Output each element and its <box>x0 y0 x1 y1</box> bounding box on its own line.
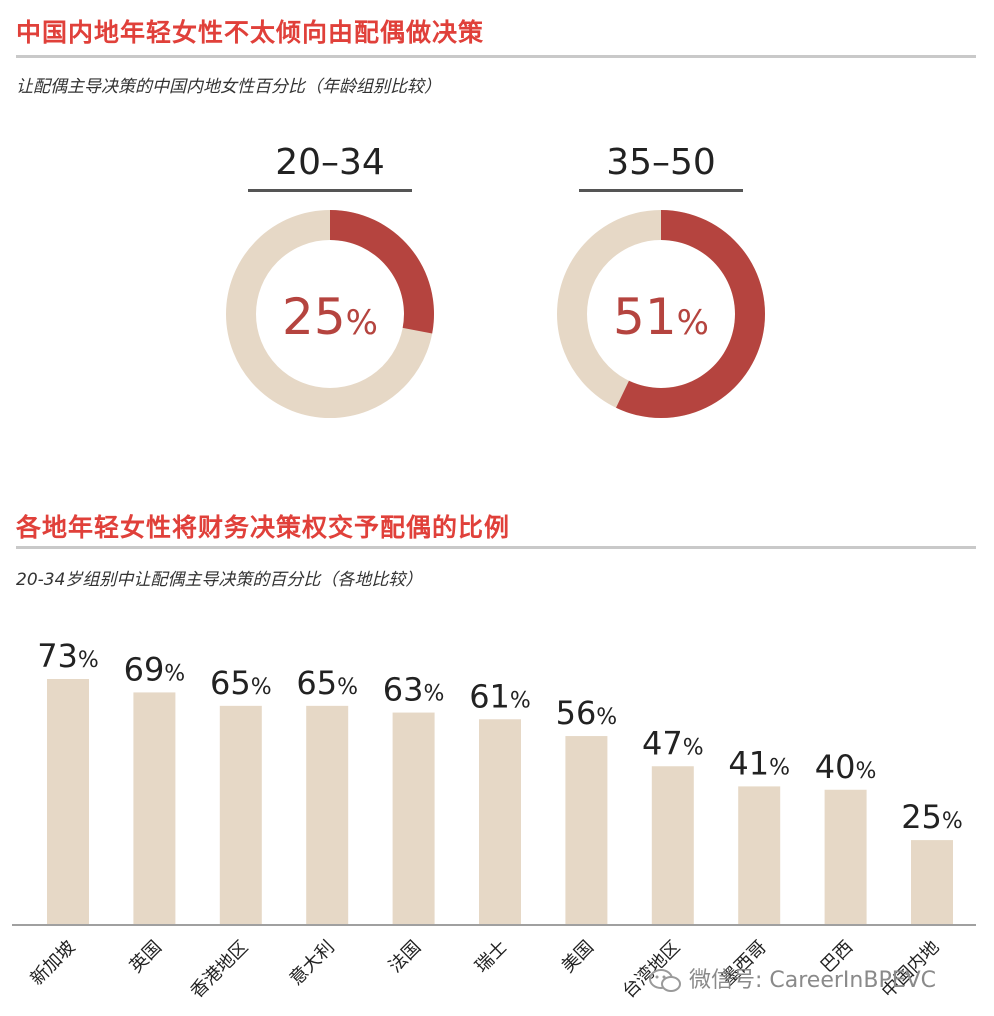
x-tick-label: 英国 <box>126 937 166 977</box>
bar <box>306 705 349 924</box>
section2-title: 各地年轻女性将财务决策权交予配偶的比例 <box>16 513 511 542</box>
donut-value-label: 51% <box>613 288 709 346</box>
wechat-icon <box>649 969 681 992</box>
bar <box>47 679 89 924</box>
section2-subtitle: 20-34岁组别中让配偶主导决策的百分比（各地比较） <box>16 570 423 590</box>
bar <box>219 705 262 924</box>
watermark-text: 微信号: CareerInBPEVC <box>689 968 937 993</box>
bar <box>911 840 953 924</box>
donut-age-label: 35–50 <box>606 142 716 183</box>
donut-age-label: 20–34 <box>275 142 385 183</box>
bar-value-label: 56% <box>556 694 618 732</box>
bar-value-label: 61% <box>469 677 531 715</box>
bar <box>824 789 867 924</box>
bar-value-label: 65% <box>210 664 272 702</box>
x-tick-label: 美国 <box>558 937 598 977</box>
bar-value-label: 47% <box>642 724 704 762</box>
section2-rule <box>16 546 976 549</box>
x-tick-label: 新加坡 <box>27 937 80 990</box>
x-tick-label: 香港地区 <box>187 937 253 1003</box>
donut-slice <box>330 210 434 334</box>
donut-value-label: 25% <box>282 288 378 346</box>
x-tick-label: 意大利 <box>286 937 339 990</box>
bar <box>479 719 521 924</box>
bar <box>392 712 435 924</box>
bar <box>565 736 608 924</box>
bar-value-label: 41% <box>728 744 790 782</box>
x-tick-label: 瑞士 <box>471 937 511 977</box>
section1-subtitle: 让配偶主导决策的中国内地女性百分比（年龄组别比较） <box>16 77 441 97</box>
donut-slice <box>616 210 765 418</box>
x-tick-label: 法国 <box>385 937 425 977</box>
bar-value-label: 40% <box>815 748 877 786</box>
section1-title: 中国内地年轻女性不太倾向由配偶做决策 <box>16 18 485 47</box>
bar <box>738 786 781 924</box>
donut-label-rule <box>579 189 743 192</box>
bar <box>133 692 176 924</box>
bar <box>651 766 694 924</box>
bar-value-label: 63% <box>383 671 445 709</box>
bar-value-label: 73% <box>37 637 99 675</box>
section1-rule <box>16 55 976 58</box>
watermark: 微信号: CareerInBPEVC <box>648 962 936 995</box>
bar-value-label: 69% <box>124 650 186 688</box>
bar-value-label: 65% <box>296 664 358 702</box>
donut-label-rule <box>248 189 412 192</box>
bar-value-label: 25% <box>901 798 963 836</box>
